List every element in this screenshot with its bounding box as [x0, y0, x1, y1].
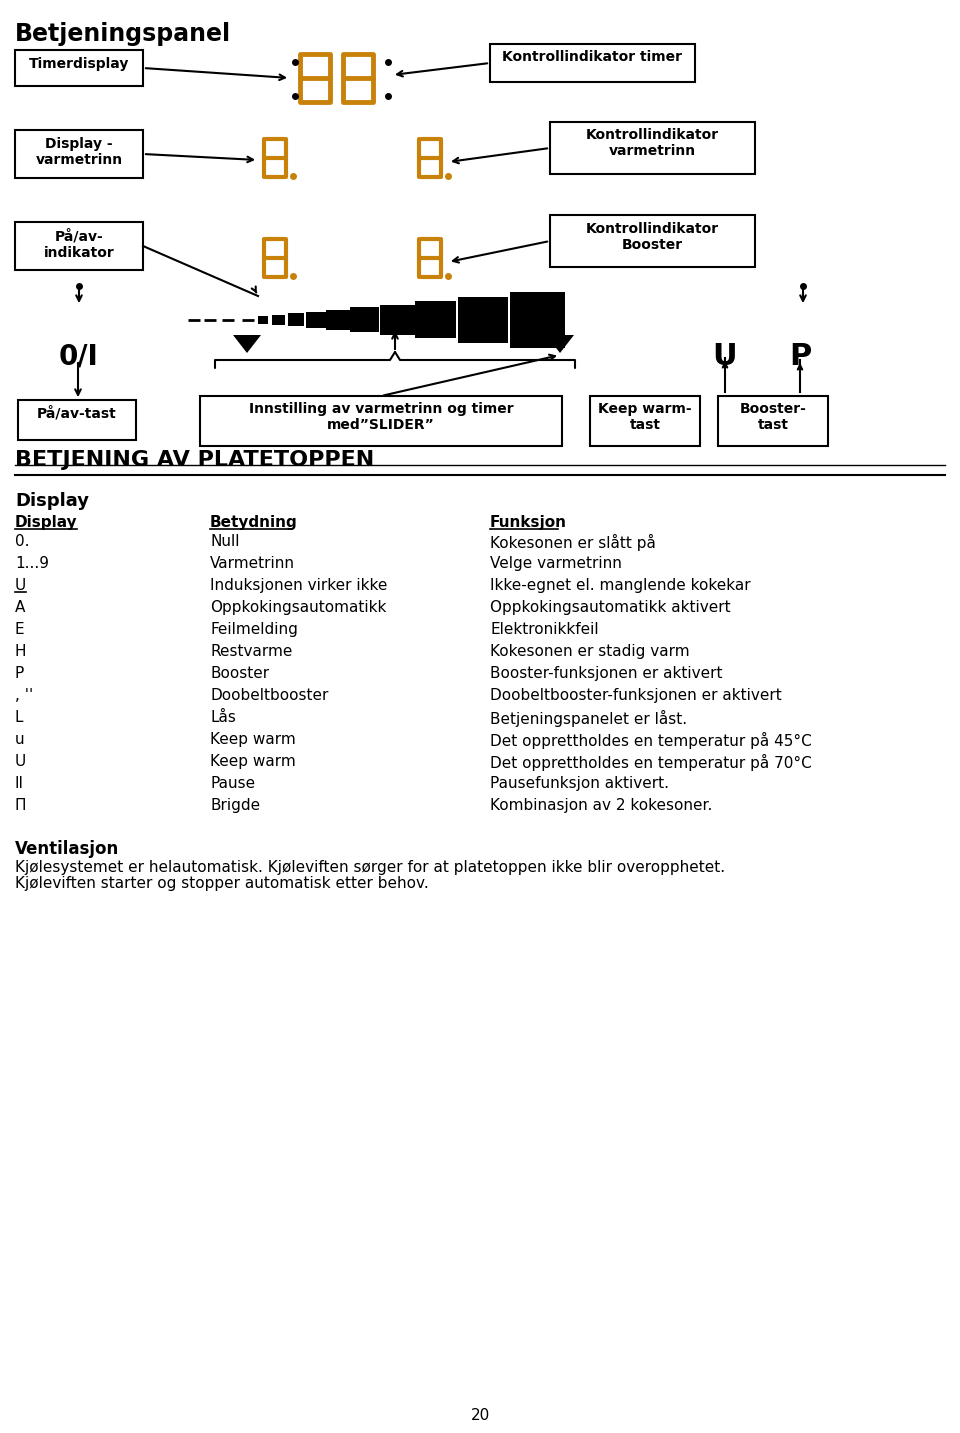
Bar — [15, 130, 143, 178]
Text: Funksjon: Funksjon — [490, 514, 567, 530]
Text: Keep warm-
tast: Keep warm- tast — [598, 403, 692, 433]
Text: H: H — [15, 643, 27, 659]
Text: Oppkokingsautomatikk: Oppkokingsautomatikk — [210, 600, 386, 615]
Text: Velge varmetrinn: Velge varmetrinn — [490, 556, 622, 570]
Text: På/av-tast: På/av-tast — [37, 406, 117, 420]
Text: Keep warm: Keep warm — [210, 732, 296, 747]
Polygon shape — [546, 335, 574, 353]
Text: Kokesonen er slått på: Kokesonen er slått på — [490, 535, 656, 552]
Text: Booster-funksjonen er aktivert: Booster-funksjonen er aktivert — [490, 666, 723, 681]
Text: Induksjonen virker ikke: Induksjonen virker ikke — [210, 577, 388, 593]
Text: U: U — [15, 754, 26, 770]
Text: Kjølesystemet er helautomatisk. Kjøleviften sørger for at platetoppen ikke blir : Kjølesystemet er helautomatisk. Kjølevif… — [15, 860, 725, 876]
Text: 0/I: 0/I — [59, 342, 98, 370]
Text: Kjøleviften starter og stopper automatisk etter behov.: Kjøleviften starter og stopper automatis… — [15, 876, 429, 891]
Bar — [326, 310, 350, 330]
Text: Π: Π — [15, 798, 27, 813]
Text: Null: Null — [210, 535, 239, 549]
Text: Ventilasjon: Ventilasjon — [15, 840, 119, 858]
Text: Pausefunksjon aktivert.: Pausefunksjon aktivert. — [490, 777, 669, 791]
Text: Kontrollindikator timer: Kontrollindikator timer — [502, 50, 682, 64]
Bar — [590, 396, 700, 446]
Text: Booster-
tast: Booster- tast — [739, 403, 806, 433]
Text: Lås: Lås — [210, 709, 236, 725]
Bar — [510, 292, 565, 348]
Bar — [415, 301, 456, 338]
Text: På/av-
indikator: På/av- indikator — [43, 229, 114, 259]
Bar — [718, 396, 828, 446]
Bar — [490, 44, 695, 82]
Text: , '': , '' — [15, 688, 34, 704]
Text: Restvarme: Restvarme — [210, 643, 293, 659]
Bar — [550, 122, 755, 173]
Bar — [18, 400, 136, 440]
Text: Varmetrinn: Varmetrinn — [210, 556, 295, 570]
Text: Brigde: Brigde — [210, 798, 260, 813]
Text: P: P — [789, 342, 811, 371]
Text: Display -
varmetrinn: Display - varmetrinn — [36, 138, 123, 168]
Text: 20: 20 — [470, 1409, 490, 1423]
Bar — [380, 305, 415, 335]
Text: Booster: Booster — [210, 666, 269, 681]
Bar — [200, 396, 562, 446]
Text: II: II — [15, 777, 24, 791]
Text: Ikke-egnet el. manglende kokekar: Ikke-egnet el. manglende kokekar — [490, 577, 751, 593]
Text: Betjeningspanelet er låst.: Betjeningspanelet er låst. — [490, 709, 687, 727]
Text: 1...9: 1...9 — [15, 556, 49, 570]
Text: Pause: Pause — [210, 777, 255, 791]
Text: Display: Display — [15, 492, 89, 510]
Bar — [350, 307, 379, 332]
Text: Kokesonen er stadig varm: Kokesonen er stadig varm — [490, 643, 689, 659]
Text: Oppkokingsautomatikk aktivert: Oppkokingsautomatikk aktivert — [490, 600, 731, 615]
Text: Betjeningspanel: Betjeningspanel — [15, 21, 231, 46]
Text: Betydning: Betydning — [210, 514, 298, 530]
Text: Det opprettholdes en temperatur på 70°C: Det opprettholdes en temperatur på 70°C — [490, 754, 812, 771]
Text: Kombinasjon av 2 kokesoner.: Kombinasjon av 2 kokesoner. — [490, 798, 712, 813]
Bar — [306, 312, 326, 328]
Text: U: U — [712, 342, 737, 371]
Text: Feilmelding: Feilmelding — [210, 622, 298, 638]
Text: BETJENING AV PLATETOPPEN: BETJENING AV PLATETOPPEN — [15, 450, 374, 470]
Text: L: L — [15, 709, 23, 725]
Text: Innstilling av varmetrinn og timer
med”SLIDER”: Innstilling av varmetrinn og timer med”S… — [249, 403, 514, 433]
Text: Doobeltbooster: Doobeltbooster — [210, 688, 328, 704]
Bar — [272, 315, 285, 325]
Text: Display: Display — [15, 514, 78, 530]
Bar — [550, 215, 755, 267]
Text: Doobeltbooster-funksjonen er aktivert: Doobeltbooster-funksjonen er aktivert — [490, 688, 781, 704]
Text: E: E — [15, 622, 25, 638]
Bar — [258, 317, 268, 324]
Bar — [15, 222, 143, 269]
Text: U: U — [15, 577, 26, 593]
Text: 0.: 0. — [15, 535, 30, 549]
Text: Det opprettholdes en temperatur på 45°C: Det opprettholdes en temperatur på 45°C — [490, 732, 812, 749]
Text: P: P — [15, 666, 24, 681]
Bar — [15, 50, 143, 86]
Text: Timerdisplay: Timerdisplay — [29, 57, 130, 72]
Text: Kontrollindikator
varmetrinn: Kontrollindikator varmetrinn — [586, 128, 719, 158]
Bar — [288, 312, 304, 325]
Text: Elektronikkfeil: Elektronikkfeil — [490, 622, 599, 638]
Text: u: u — [15, 732, 25, 747]
Bar — [458, 297, 508, 342]
Polygon shape — [233, 335, 261, 353]
Text: A: A — [15, 600, 25, 615]
Text: Kontrollindikator
Booster: Kontrollindikator Booster — [586, 222, 719, 252]
Text: Keep warm: Keep warm — [210, 754, 296, 770]
